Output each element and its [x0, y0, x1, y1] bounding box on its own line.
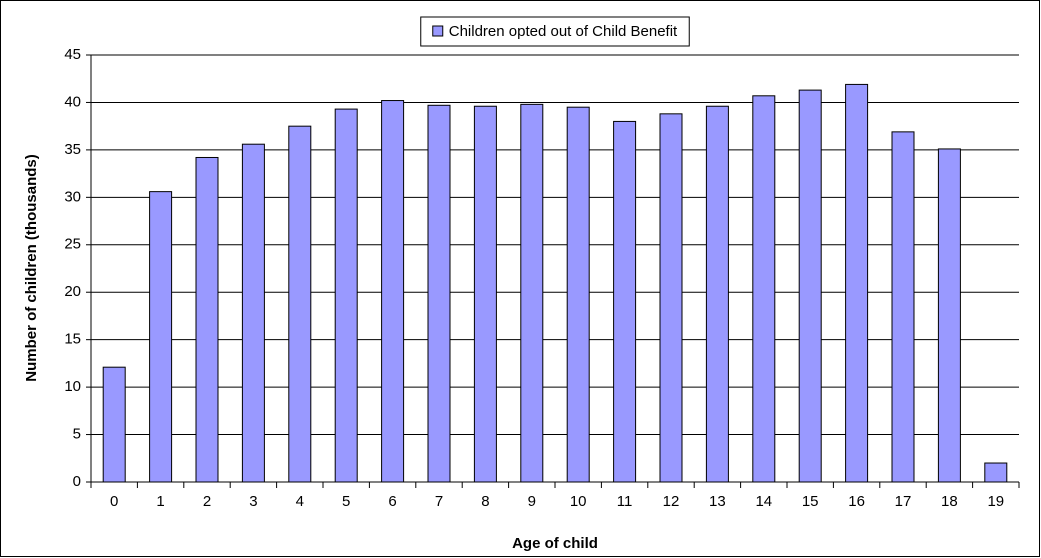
x-tick-label: 11 — [617, 493, 633, 510]
x-tick-label: 1 — [156, 493, 164, 510]
y-tick-label: 0 — [73, 473, 81, 490]
x-tick-label: 17 — [895, 493, 912, 510]
y-tick-label: 5 — [73, 426, 81, 443]
bar — [195, 156, 219, 483]
bar — [613, 120, 637, 483]
x-tick-label: 7 — [435, 493, 443, 510]
bar — [288, 125, 312, 483]
y-tick-label: 35 — [64, 141, 81, 158]
x-tick-label: 0 — [110, 493, 118, 510]
bar — [752, 95, 776, 483]
x-tick-label: 6 — [388, 493, 396, 510]
bar — [520, 103, 544, 483]
bar — [659, 113, 683, 483]
bar — [891, 131, 915, 483]
bar — [241, 143, 265, 483]
x-tick-label: 9 — [528, 493, 536, 510]
bar — [381, 100, 405, 483]
y-tick-label: 45 — [64, 46, 81, 63]
x-tick-label: 3 — [249, 493, 257, 510]
x-tick-label: 13 — [709, 493, 726, 510]
x-tick-label: 15 — [802, 493, 819, 510]
x-tick-label: 4 — [296, 493, 304, 510]
y-tick-label: 10 — [64, 378, 81, 395]
x-tick-label: 10 — [570, 493, 587, 510]
y-tick-label: 25 — [64, 236, 81, 253]
legend-label: Children opted out of Child Benefit — [449, 23, 678, 40]
bar — [798, 89, 822, 483]
x-tick-label: 18 — [941, 493, 958, 510]
y-tick-label: 40 — [64, 93, 81, 110]
bar — [102, 366, 126, 483]
x-tick-label: 8 — [481, 493, 489, 510]
bar — [984, 462, 1008, 483]
x-tick-label: 5 — [342, 493, 350, 510]
legend-box — [420, 16, 690, 47]
bar — [473, 105, 497, 483]
bar — [334, 108, 358, 483]
bar — [705, 105, 729, 483]
x-tick-label: 16 — [848, 493, 865, 510]
bar — [937, 148, 961, 483]
y-tick-label: 20 — [64, 283, 81, 300]
legend-swatch — [432, 25, 444, 37]
x-tick-label: 12 — [663, 493, 680, 510]
y-tick-label: 15 — [64, 331, 81, 348]
bar — [427, 104, 451, 483]
bar — [845, 83, 869, 483]
y-axis-title: Number of children (thousands) — [23, 154, 40, 382]
y-tick-label: 30 — [64, 188, 81, 205]
bar — [149, 191, 173, 483]
x-tick-label: 2 — [203, 493, 211, 510]
x-tick-label: 19 — [987, 493, 1004, 510]
x-tick-label: 14 — [755, 493, 772, 510]
bar — [566, 106, 590, 483]
x-axis-title: Age of child — [512, 535, 598, 552]
